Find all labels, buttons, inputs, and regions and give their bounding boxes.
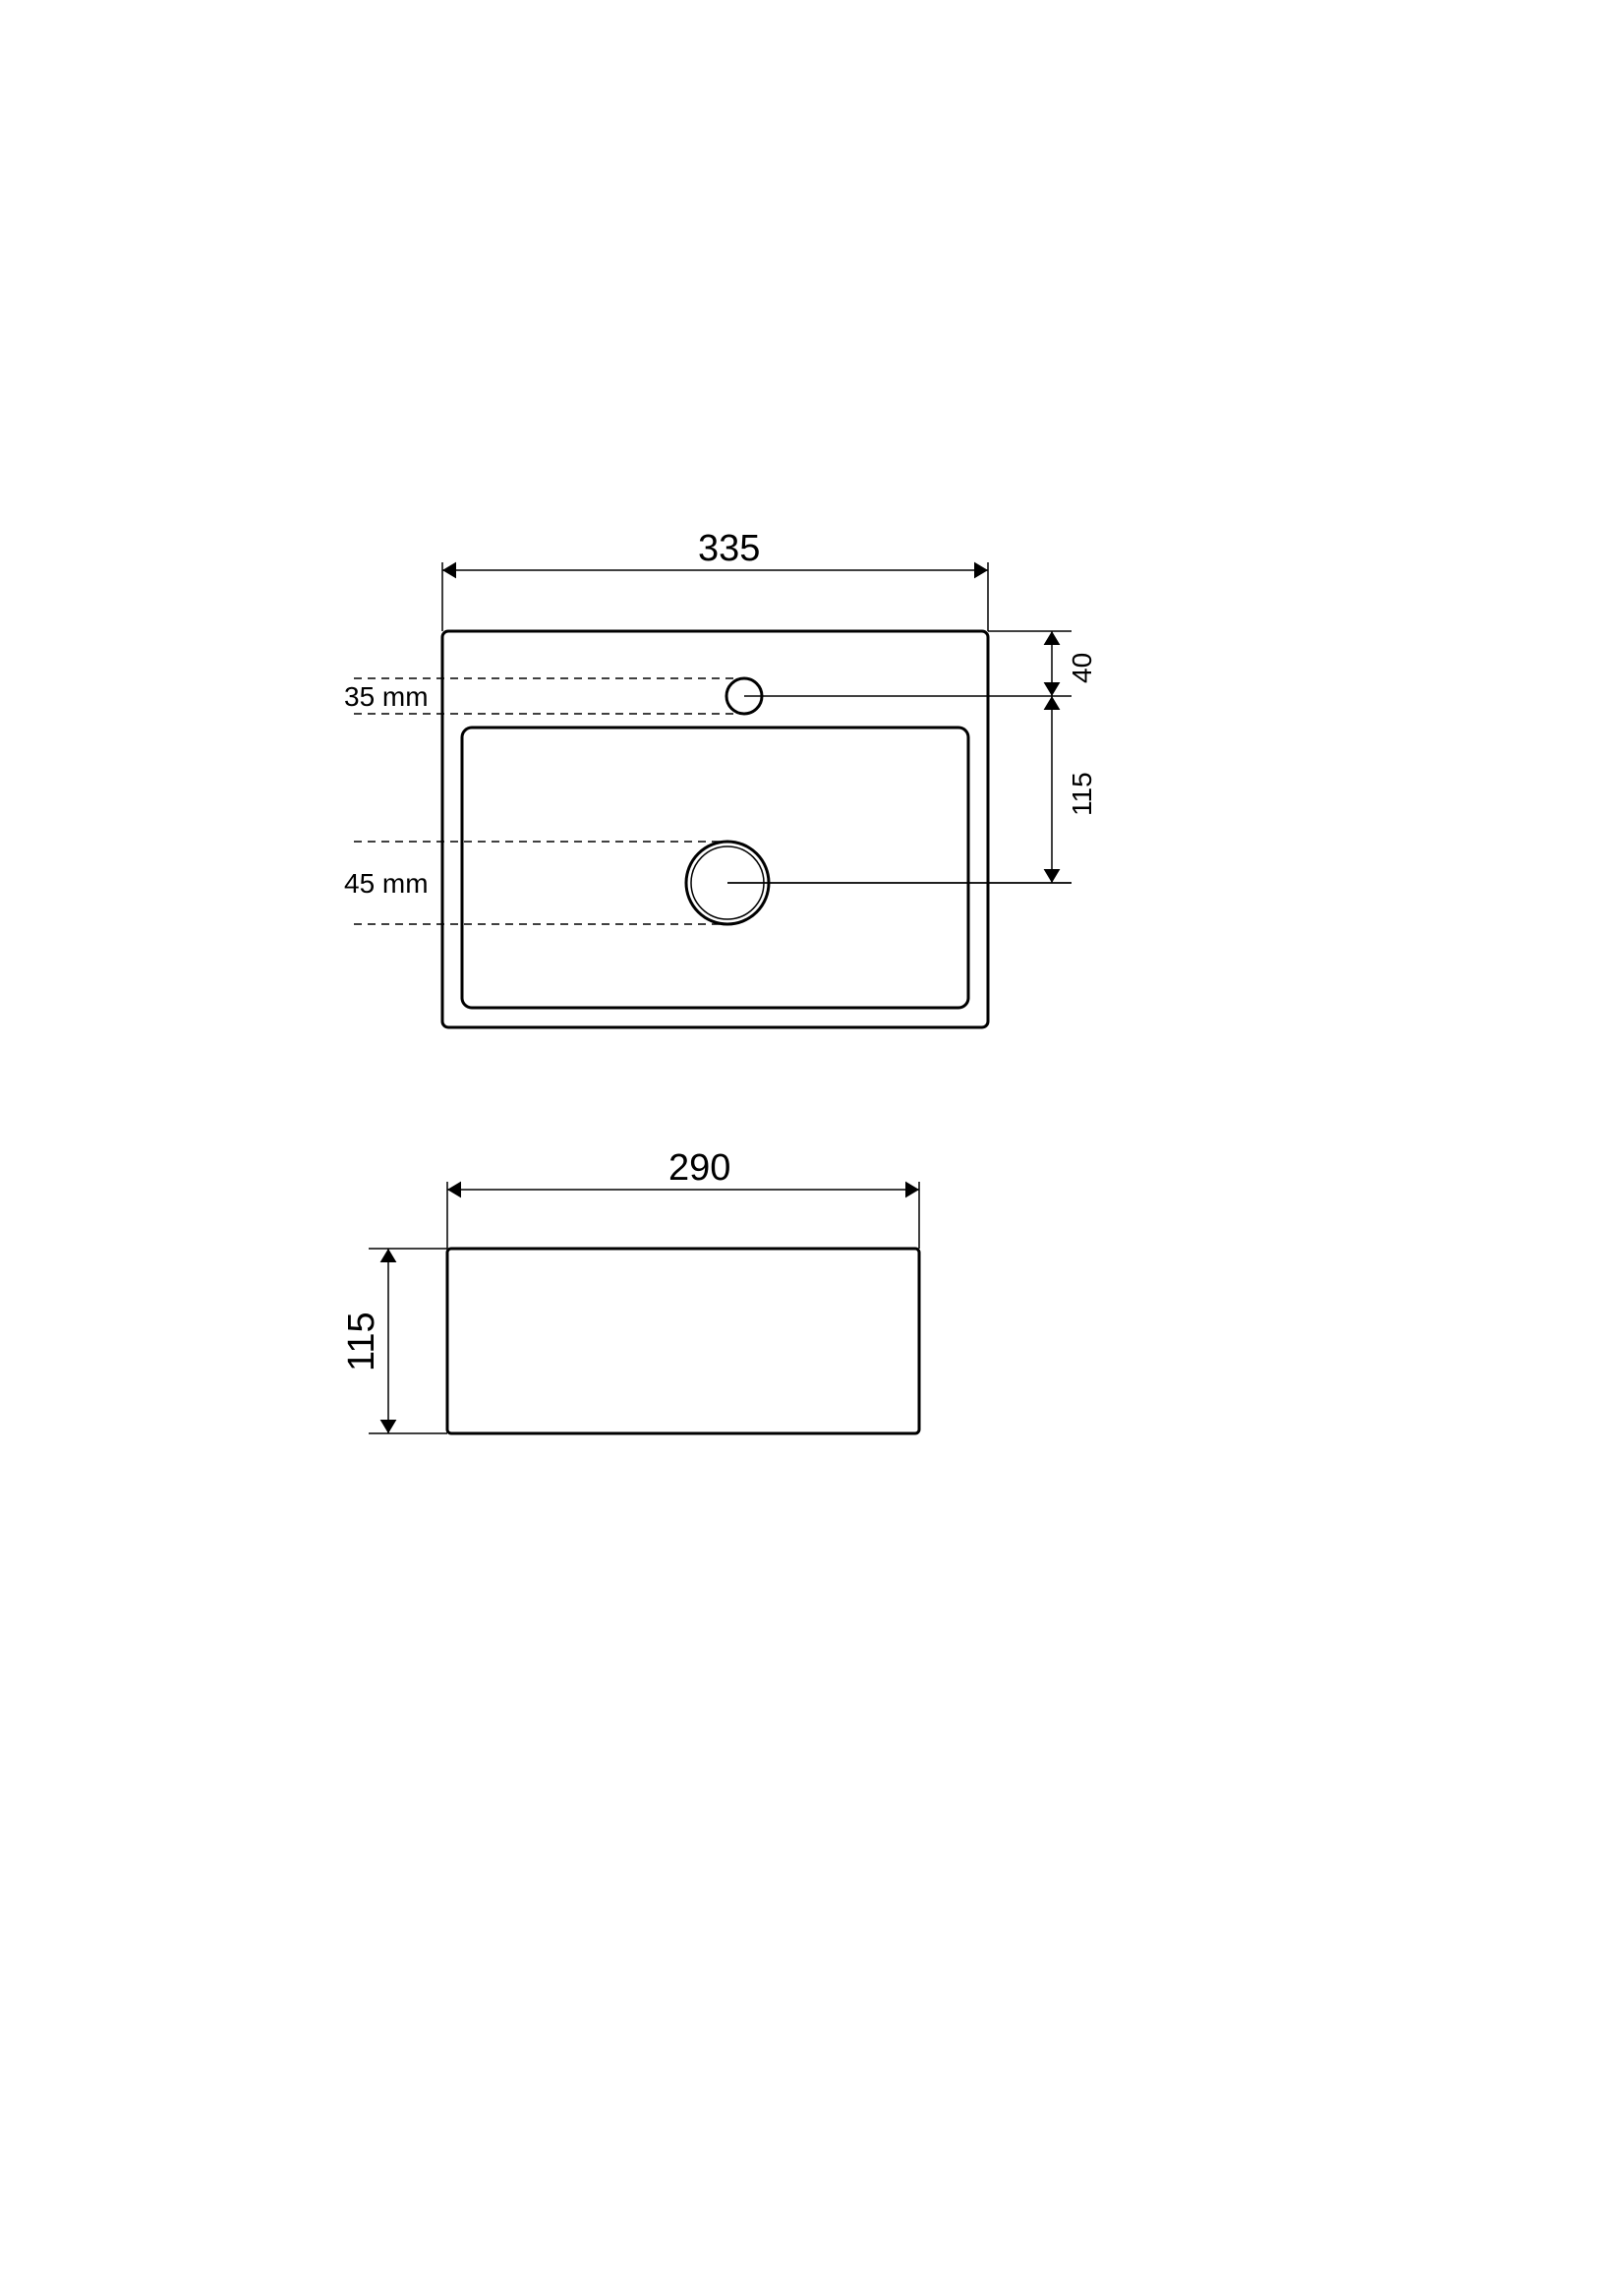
top-view-outer [442,631,988,1027]
diam-45-label: 45 mm [344,868,429,899]
width-290-label: 290 [668,1147,730,1189]
height-40-label: 40 [1067,653,1097,683]
technical-drawing: 335 40 115 35 mm 45 mm 290 115 [0,0,1624,2274]
front-view-rect [447,1249,919,1433]
width-335-label: 335 [698,528,760,569]
height-115-top-label: 115 [1067,772,1097,816]
height-115-side-label: 115 [341,1312,382,1371]
top-view-inner [462,728,968,1008]
diam-35-label: 35 mm [344,681,429,712]
